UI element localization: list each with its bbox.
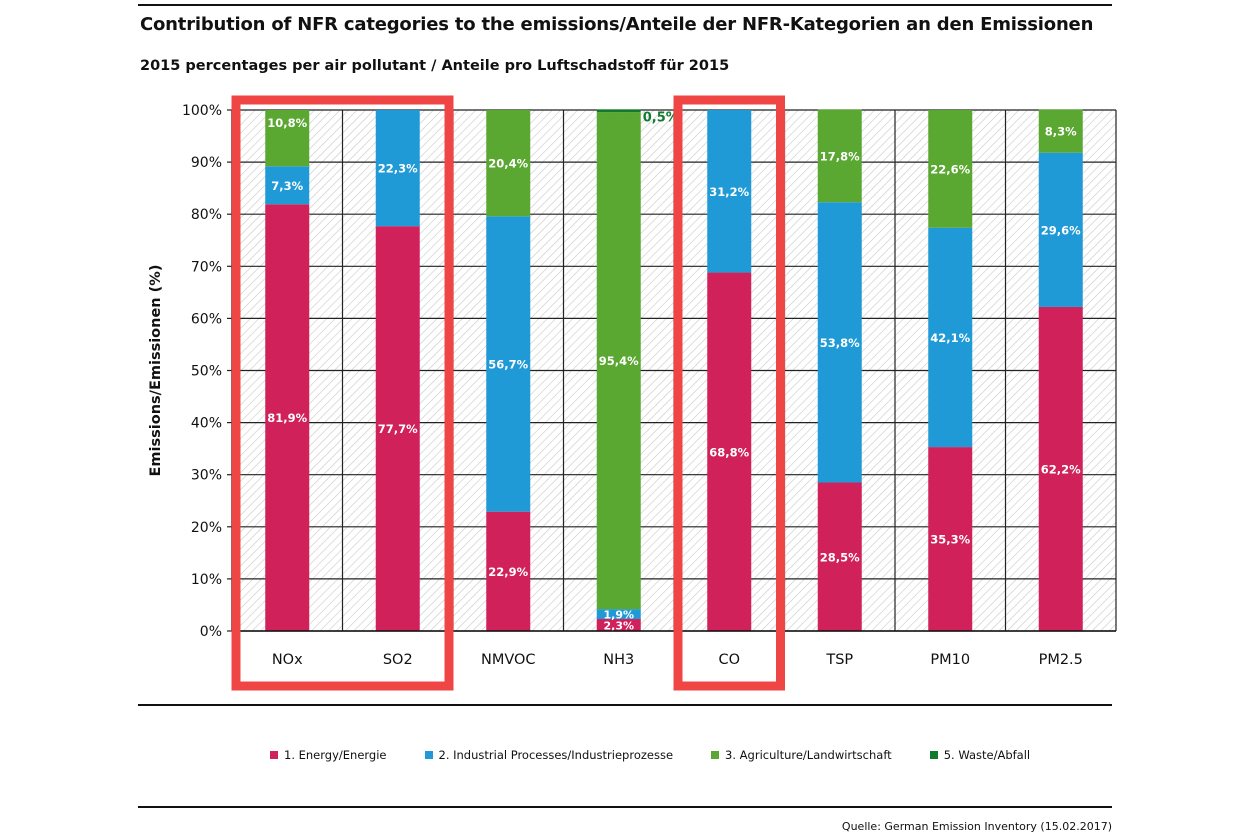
x-tick-label: PM2.5 (1039, 652, 1083, 668)
data-label: 10,8% (267, 116, 307, 130)
data-label: 35,3% (930, 533, 970, 547)
data-label: 8,3% (1045, 125, 1077, 139)
legend-item: 2. Industrial Processes/Industrieprozess… (424, 748, 674, 762)
bar-segment (486, 110, 531, 217)
y-tick-label: 30% (191, 468, 222, 484)
legend-swatch (424, 751, 433, 759)
data-label: 68,8% (709, 445, 749, 459)
y-tick-label: 80% (191, 207, 222, 223)
bar-segment (928, 227, 973, 448)
bottom-rule (138, 806, 1112, 808)
highlight-frame (673, 95, 785, 691)
data-label: 1,9% (603, 609, 634, 622)
x-tick-label: NH3 (603, 652, 634, 668)
data-label: 31,2% (709, 185, 749, 199)
highlight-frame (231, 95, 454, 691)
y-tick-label: 100% (182, 103, 222, 119)
legend-top-rule (138, 704, 1112, 706)
data-label: 81,9% (267, 411, 307, 425)
bar-segment (707, 110, 752, 273)
stacked-bar-chart: 81,9% 7,3% 10,8% 77,7% 22,3% 22,9% 56,7% 20,4% 2… (148, 95, 1117, 691)
legend-label: 2. Industrial Processes/Industrieprozess… (438, 748, 674, 762)
data-label: 29,6% (1041, 223, 1081, 237)
bar-segment (596, 112, 641, 610)
chart-title: Contribution of NFR categories to the em… (140, 14, 1094, 35)
legend-swatch (711, 751, 720, 759)
bar-segment (596, 609, 641, 620)
legend-item: 3. Agriculture/Landwirtschaft (711, 748, 892, 762)
y-axis-title: Emissions/Emissionen (%) (148, 265, 164, 477)
bar-segment (817, 109, 862, 203)
bar-segment (265, 166, 310, 205)
bar-segment (1038, 109, 1083, 153)
data-label: 42,1% (930, 331, 970, 345)
data-label: 77,7% (378, 422, 418, 436)
bar-segment (486, 511, 531, 631)
bar-segment (265, 110, 310, 167)
bar-segment (1038, 306, 1083, 631)
y-tick-label: 40% (191, 416, 222, 432)
y-tick-label: 10% (191, 572, 222, 588)
x-tick-label: NOx (272, 652, 303, 668)
bar-segment (265, 204, 310, 631)
legend-swatch (270, 751, 278, 759)
legend-item: 1. Energy/Energie (270, 748, 387, 762)
y-tick-label: 60% (191, 311, 222, 327)
data-label: 7,3% (271, 179, 303, 193)
bar-segment (707, 272, 752, 631)
top-rule (138, 4, 1112, 6)
legend-label: 1. Energy/Energie (284, 748, 387, 762)
legend-swatch (929, 751, 938, 759)
legend: 1. Energy/Energie 2. Industrial Processes… (270, 748, 1068, 762)
data-label: 0,5% (643, 110, 679, 125)
data-label: 17,8% (820, 149, 860, 163)
data-label: 28,5% (820, 550, 860, 564)
data-label: 22,6% (930, 162, 970, 176)
bar-segment (928, 447, 973, 631)
legend-label: 3. Agriculture/Landwirtschaft (725, 748, 892, 762)
legend-item: 5. Waste/Abfall (929, 748, 1031, 762)
x-tick-label: TSP (825, 652, 853, 668)
y-tick-label: 50% (191, 364, 222, 380)
bar-segment (486, 216, 531, 512)
bar-segment (928, 110, 973, 228)
data-label: 62,2% (1041, 462, 1081, 476)
x-tick-label: SO2 (383, 652, 413, 668)
legend-label: 5. Waste/Abfall (943, 748, 1031, 762)
data-label: 56,7% (488, 357, 528, 371)
data-label: 22,3% (378, 162, 418, 176)
bar-segment (817, 202, 862, 483)
data-label: 22,9% (488, 565, 528, 579)
x-tick-label: CO (718, 652, 740, 668)
y-tick-label: 90% (191, 155, 222, 171)
x-tick-label: NMVOC (481, 652, 536, 668)
source-note: Quelle: German Emission Inventory (15.02… (841, 820, 1112, 833)
bar-segment (596, 619, 641, 631)
x-tick-label: PM10 (930, 652, 970, 668)
bar-segment (817, 482, 862, 631)
chart-subtitle: 2015 percentages per air pollutant / Ant… (140, 58, 730, 74)
bar-segment (1038, 152, 1083, 307)
y-tick-label: 0% (200, 624, 222, 640)
bar-segment (596, 109, 641, 113)
data-label: 53,8% (820, 336, 860, 350)
data-label: 20,4% (488, 157, 528, 171)
y-tick-label: 70% (191, 259, 222, 275)
data-label: 95,4% (599, 354, 639, 368)
data-label: 2,3% (603, 620, 634, 633)
bar-segment (375, 110, 420, 227)
y-tick-label: 20% (191, 520, 222, 536)
bar-segment (375, 226, 420, 632)
